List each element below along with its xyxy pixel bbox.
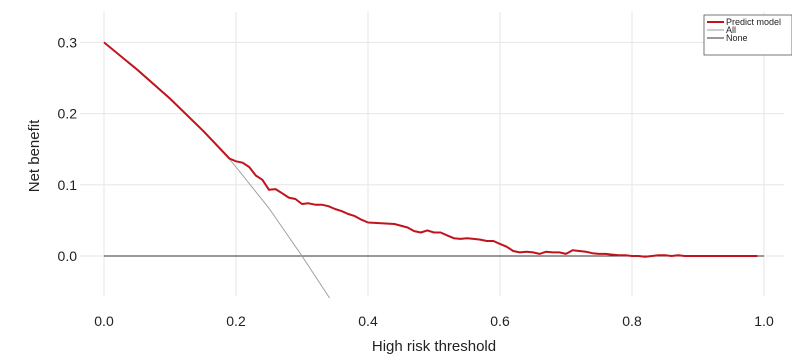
x-tick-labels: 0.0 0.2 0.4 0.6 0.8 1.0 xyxy=(94,313,774,329)
y-tick-label: 0.0 xyxy=(58,248,78,264)
legend-label-all: All xyxy=(726,25,736,35)
x-tick-label: 0.0 xyxy=(94,313,114,329)
y-tick-label: 0.1 xyxy=(58,177,78,193)
grid xyxy=(80,12,784,296)
series-line-predict-model xyxy=(103,41,758,258)
x-tick-label: 0.8 xyxy=(622,313,642,329)
x-tick-label: 0.4 xyxy=(358,313,378,329)
legend-label-none: None xyxy=(726,33,748,43)
series-line-all xyxy=(103,42,331,298)
series-group xyxy=(103,41,764,298)
y-tick-label: 0.2 xyxy=(58,106,78,122)
x-tick-label: 0.2 xyxy=(226,313,246,329)
y-tick-label: 0.3 xyxy=(58,34,78,50)
x-tick-label: 1.0 xyxy=(754,313,774,329)
y-axis-label: Net benefit xyxy=(26,119,43,192)
legend-label-predict-model: Predict model xyxy=(726,17,781,27)
y-tick-labels: 0.0 0.1 0.2 0.3 xyxy=(58,34,78,264)
x-axis-label: High risk threshold xyxy=(372,338,496,355)
x-tick-label: 0.6 xyxy=(490,313,510,329)
